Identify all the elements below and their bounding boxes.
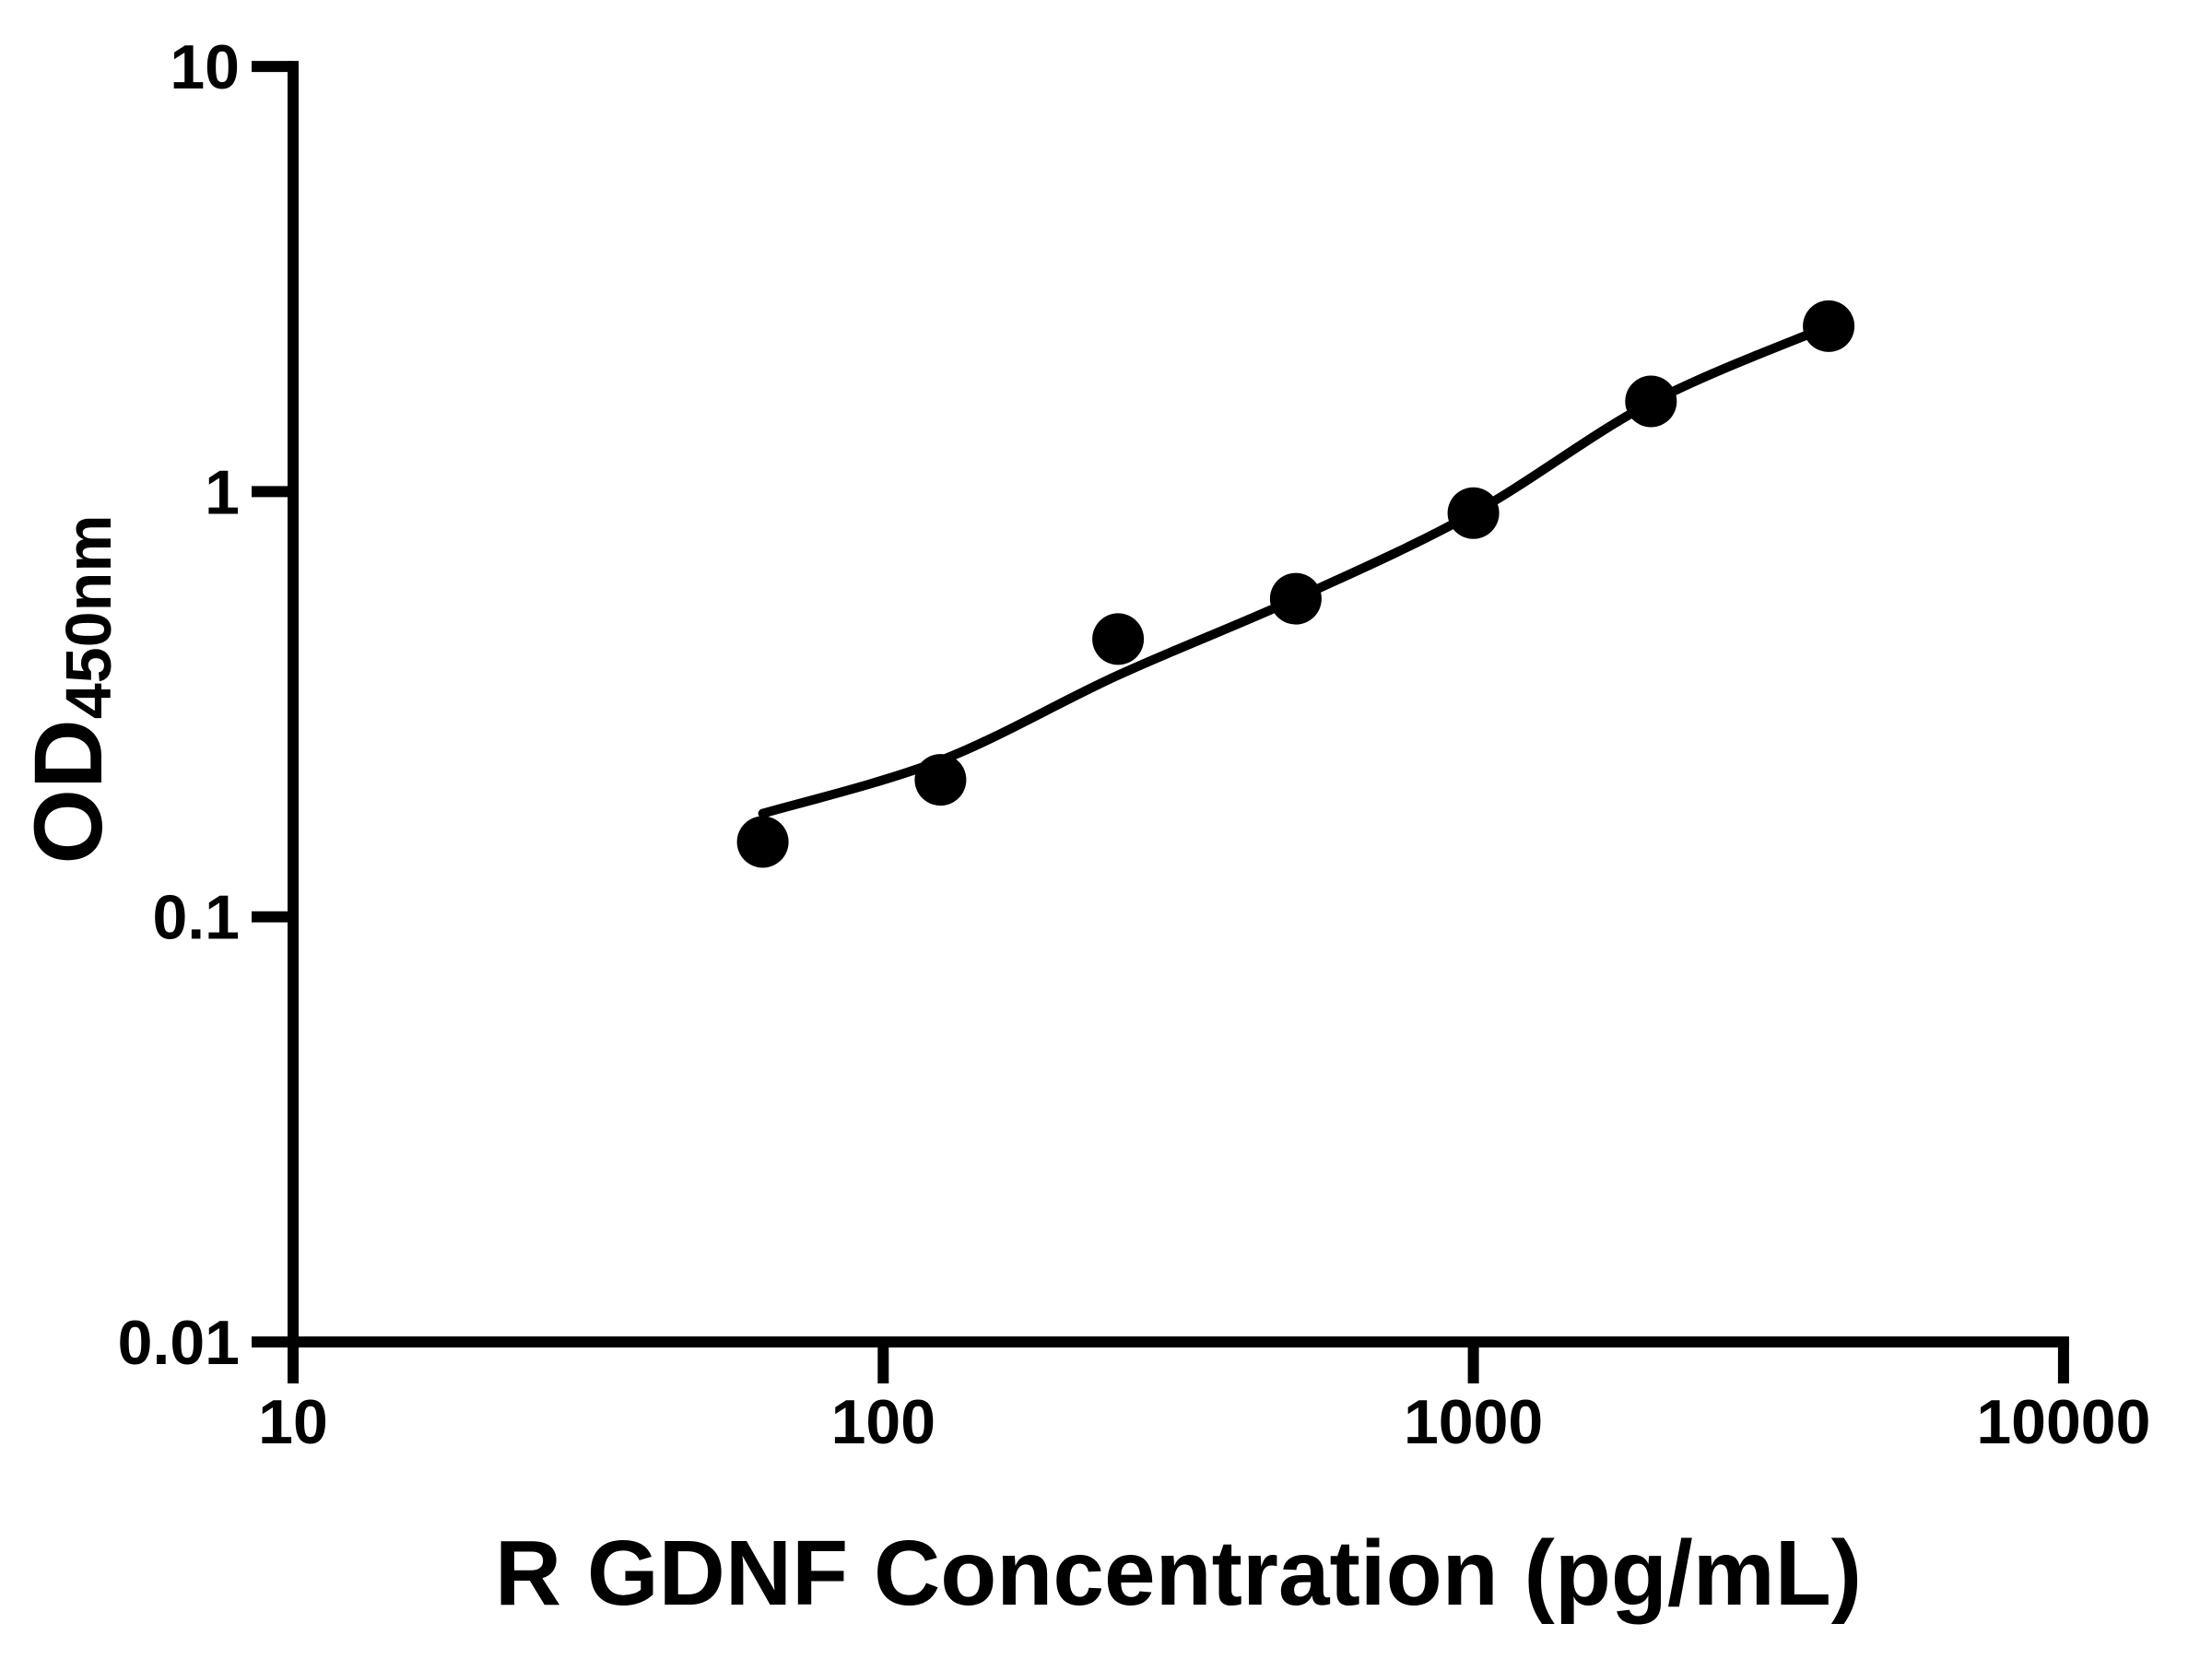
y-tick-label: 1 [205, 457, 240, 527]
data-point [1447, 487, 1500, 539]
data-point [1092, 613, 1145, 665]
data-point [1269, 572, 1322, 625]
x-tick-label: 10 [258, 1387, 328, 1457]
data-point [1625, 375, 1677, 428]
y-tick-label: 0.01 [118, 1308, 240, 1378]
y-axis-title: OD 450nm [14, 505, 134, 874]
x-tick-label: 100 [831, 1387, 935, 1457]
data-point [1803, 300, 1855, 352]
y-axis-title-subscript: 450nm [53, 514, 124, 720]
y-tick-label: 10 [170, 32, 240, 102]
data-point [736, 816, 789, 868]
data-point [914, 754, 967, 806]
x-axis-title: R GDNF Concentration (pg/mL) [494, 1522, 1863, 1625]
y-tick-label: 0.1 [152, 883, 240, 953]
y-axis-title-main: OD [15, 719, 123, 865]
x-tick-label: 10000 [1976, 1387, 2150, 1457]
x-tick-label: 1000 [1404, 1387, 1543, 1457]
